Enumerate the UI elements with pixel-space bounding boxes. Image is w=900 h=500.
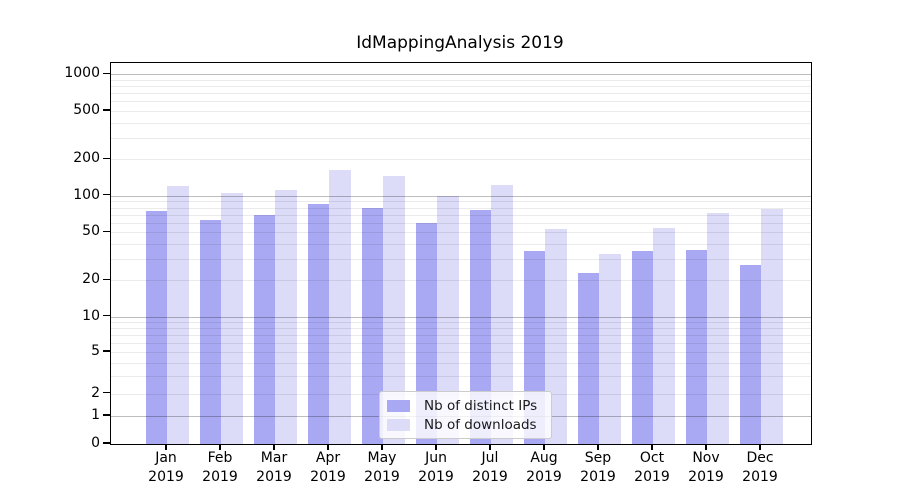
x-tick-mark	[705, 444, 707, 450]
x-tick-label-nov: Nov 2019	[688, 450, 724, 485]
y-tick-mark	[103, 350, 110, 352]
y-tick-mark	[103, 442, 110, 444]
y-tick-label: 1	[91, 407, 100, 424]
x-tick-label-oct: Oct 2019	[634, 450, 670, 485]
y-tick-mark	[103, 72, 110, 74]
x-tick-label-may: May 2019	[364, 450, 400, 485]
bar-jan-distinct-ips	[145, 210, 167, 444]
x-tick-label-jul: Jul 2019	[472, 450, 508, 485]
y-tick-mark	[103, 157, 110, 159]
y-tick-mark	[103, 194, 110, 196]
bar-feb-downloads	[221, 192, 243, 444]
y-tick-mark	[103, 414, 110, 416]
x-tick-mark	[327, 444, 329, 450]
bar-aug-downloads	[545, 229, 567, 444]
y-tick-label: 2	[91, 384, 100, 401]
y-tick-mark	[103, 278, 110, 281]
x-tick-mark	[273, 444, 275, 450]
bar-dec-distinct-ips	[739, 264, 761, 444]
x-tick-label-mar: Mar 2019	[256, 450, 292, 485]
legend-label-distinct-ips: Nb of distinct IPs	[424, 397, 538, 414]
bar-nov-downloads	[707, 213, 729, 444]
y-tick-label: 500	[73, 101, 100, 118]
legend-swatch-distinct-ips	[387, 399, 410, 412]
bar-may-distinct-ips	[361, 207, 383, 444]
chart-title: IdMappingAnalysis 2019	[356, 33, 564, 53]
bar-sep-downloads	[599, 254, 621, 444]
bar-jun-distinct-ips	[415, 222, 437, 444]
x-tick-mark	[489, 444, 491, 450]
y-tick-label: 50	[82, 223, 100, 240]
legend-swatch-downloads	[387, 418, 410, 431]
x-tick-label-feb: Feb 2019	[202, 450, 238, 485]
y-tick-mark	[103, 391, 110, 394]
bar-mar-downloads	[275, 189, 297, 444]
x-tick-label-apr: Apr 2019	[310, 450, 346, 485]
y-tick-label: 20	[82, 271, 100, 288]
x-tick-mark	[759, 444, 761, 450]
x-tick-label-jun: Jun 2019	[418, 450, 454, 485]
y-tick-mark	[103, 315, 110, 317]
bar-mar-distinct-ips	[253, 214, 275, 444]
y-tick-label: 10	[82, 307, 100, 324]
bar-dec-downloads	[761, 208, 783, 444]
x-tick-label-dec: Dec 2019	[742, 450, 778, 485]
bar-jul-downloads	[491, 184, 513, 444]
x-tick-mark	[435, 444, 437, 450]
bar-sep-distinct-ips	[577, 273, 599, 444]
y-tick-mark	[103, 109, 110, 111]
y-tick-label: 0	[91, 435, 100, 451]
bar-jan-downloads	[167, 186, 189, 444]
y-tick-label: 100	[73, 186, 100, 203]
legend-item-downloads: Nb of downloads	[387, 415, 537, 434]
x-tick-label-sep: Sep 2019	[580, 450, 616, 485]
x-tick-mark	[219, 444, 221, 450]
bar-jun-downloads	[437, 195, 459, 444]
bar-jul-distinct-ips	[469, 210, 491, 444]
legend: Nb of distinct IPs Nb of downloads	[379, 391, 553, 439]
legend-item-distinct-ips: Nb of distinct IPs	[387, 396, 537, 415]
bar-apr-downloads	[329, 170, 351, 444]
bar-nov-distinct-ips	[685, 249, 707, 444]
x-tick-mark	[165, 444, 167, 450]
y-tick-mark	[103, 230, 110, 232]
x-tick-mark	[651, 444, 653, 450]
bar-feb-distinct-ips	[199, 220, 221, 444]
y-tick-label: 5	[91, 343, 100, 359]
bar-oct-downloads	[653, 228, 675, 444]
x-tick-mark	[543, 444, 545, 450]
x-tick-mark	[597, 444, 599, 450]
bar-may-downloads	[383, 176, 405, 444]
bar-apr-distinct-ips	[307, 204, 329, 444]
plot-area: Nb of distinct IPs Nb of downloads	[110, 62, 812, 445]
x-tick-mark	[381, 444, 383, 450]
x-tick-label-jan: Jan 2019	[148, 450, 184, 485]
x-tick-label-aug: Aug 2019	[526, 450, 562, 485]
y-tick-label: 200	[73, 150, 100, 167]
bars-layer	[111, 63, 811, 444]
y-tick-label: 1000	[64, 65, 100, 82]
legend-label-downloads: Nb of downloads	[424, 416, 537, 433]
bar-oct-distinct-ips	[631, 251, 653, 444]
